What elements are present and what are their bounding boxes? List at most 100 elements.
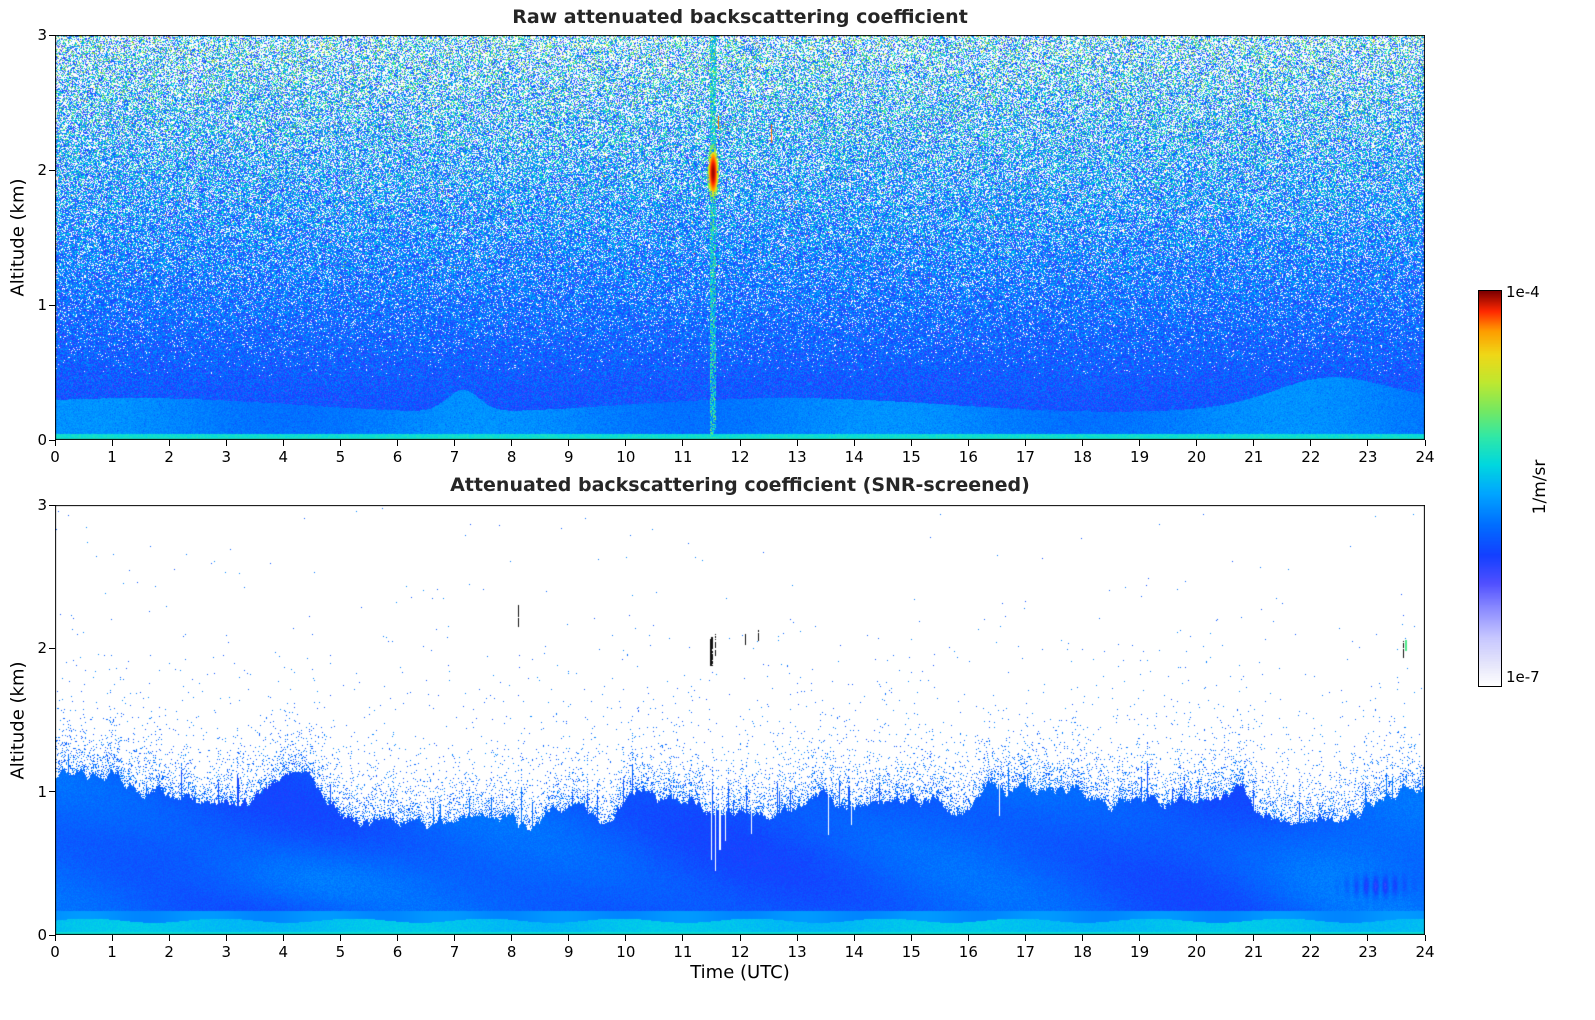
- y-tick-label: 1: [37, 296, 47, 314]
- x-tick-label: 19: [1130, 448, 1150, 466]
- x-tick: [339, 440, 341, 446]
- colorbar-gradient: [1478, 290, 1502, 687]
- x-tick-label: 24: [1415, 943, 1435, 961]
- y-tick-label: 1: [37, 782, 47, 801]
- x-tick-label: 18: [1072, 943, 1093, 961]
- x-tick-label: 0: [50, 943, 60, 961]
- raw-backscatter-heatmap: [55, 35, 1425, 440]
- x-tick-label: 23: [1358, 448, 1378, 466]
- x-tick-label: 2: [164, 943, 174, 961]
- x-tick: [225, 935, 227, 941]
- x-tick: [1367, 440, 1369, 446]
- x-tick: [1024, 440, 1026, 446]
- x-tick: [1139, 935, 1141, 941]
- raw-panel-ylabel: Altitude (km): [7, 178, 29, 297]
- x-tick-label: 2: [164, 448, 174, 466]
- y-tick: [49, 304, 55, 306]
- x-tick-label: 0: [50, 448, 60, 466]
- y-tick-label: 3: [37, 26, 47, 44]
- x-tick-label: 5: [335, 943, 346, 961]
- x-tick: [910, 440, 912, 446]
- x-tick-label: 13: [787, 943, 807, 961]
- y-tick: [49, 504, 55, 506]
- x-tick-label: 14: [844, 943, 864, 961]
- x-tick: [1082, 935, 1083, 941]
- x-tick: [796, 440, 798, 446]
- x-tick-label: 8: [506, 943, 517, 961]
- x-tick: [910, 935, 912, 941]
- x-tick-label: 12: [730, 448, 750, 466]
- x-tick: [1253, 935, 1255, 941]
- x-tick: [1024, 935, 1026, 941]
- x-tick-label: 1: [107, 943, 117, 961]
- x-tick: [397, 440, 398, 446]
- x-tick-label: 11: [673, 448, 693, 466]
- x-tick-label: 14: [844, 448, 864, 466]
- x-tick-label: 20: [1187, 448, 1207, 466]
- y-tick-label: 3: [37, 496, 47, 514]
- y-tick: [49, 791, 55, 793]
- x-tick: [625, 935, 627, 941]
- screened-backscatter-heatmap: [55, 505, 1425, 935]
- x-tick: [568, 440, 570, 446]
- x-tick: [511, 935, 513, 941]
- x-tick: [568, 935, 570, 941]
- x-tick: [282, 440, 284, 446]
- x-tick: [1196, 440, 1198, 446]
- x-tick-label: 21: [1244, 943, 1264, 961]
- x-tick: [339, 935, 341, 941]
- x-tick-label: 17: [1015, 943, 1035, 961]
- x-tick-label: 20: [1187, 943, 1207, 961]
- x-tick: [282, 935, 284, 941]
- y-tick: [49, 647, 55, 649]
- x-tick-label: 22: [1301, 943, 1321, 961]
- x-tick-label: 13: [787, 448, 807, 466]
- x-tick-label: 6: [392, 448, 403, 466]
- colorbar-min-label: 1e-7: [1506, 668, 1540, 686]
- x-tick: [1424, 440, 1426, 446]
- x-tick: [1310, 935, 1312, 941]
- x-tick: [168, 935, 170, 941]
- x-tick: [111, 440, 113, 446]
- x-tick-label: 6: [392, 943, 403, 961]
- x-tick: [454, 935, 456, 941]
- screened-panel-ylabel: Altitude (km): [7, 661, 29, 780]
- x-tick-label: 9: [563, 943, 574, 961]
- x-tick-label: 21: [1244, 448, 1264, 466]
- x-tick-label: 15: [901, 943, 921, 961]
- raw-panel-title: Raw attenuated backscattering coefficien…: [512, 6, 968, 28]
- x-tick-label: 3: [221, 943, 232, 961]
- x-tick: [682, 935, 684, 941]
- x-tick: [739, 935, 741, 941]
- x-tick-label: 11: [673, 943, 693, 961]
- x-tick: [454, 440, 456, 446]
- x-tick-label: 18: [1072, 448, 1093, 466]
- colorbar-max-label: 1e-4: [1506, 283, 1540, 301]
- x-tick-label: 8: [506, 448, 517, 466]
- x-tick: [397, 935, 398, 941]
- y-tick-label: 0: [37, 431, 47, 449]
- x-tick-label: 16: [958, 448, 978, 466]
- x-tick-label: 5: [335, 448, 346, 466]
- x-tick: [853, 440, 855, 446]
- x-tick-label: 10: [616, 448, 636, 466]
- y-tick: [49, 934, 55, 936]
- x-tick-label: 7: [449, 448, 460, 466]
- x-tick-label: 3: [221, 448, 232, 466]
- x-tick: [796, 935, 798, 941]
- x-tick: [168, 440, 170, 446]
- x-tick: [967, 440, 969, 446]
- x-tick: [54, 935, 56, 941]
- x-tick: [111, 935, 113, 941]
- x-tick: [853, 935, 855, 941]
- x-tick-label: 1: [107, 448, 117, 466]
- y-tick-label: 0: [37, 926, 47, 944]
- x-tick: [739, 440, 741, 446]
- colorbar-unit-label: 1/m/sr: [1530, 459, 1550, 515]
- x-tick-label: 10: [616, 943, 636, 961]
- x-tick: [511, 440, 513, 446]
- x-tick-label: 19: [1130, 943, 1150, 961]
- x-tick: [1082, 440, 1083, 446]
- x-tick: [54, 440, 56, 446]
- y-tick: [49, 439, 55, 441]
